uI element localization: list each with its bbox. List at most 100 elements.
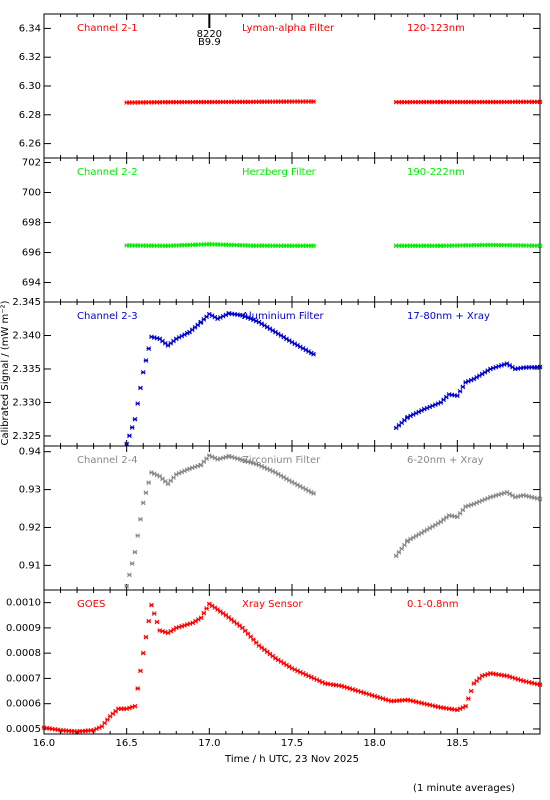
y-tick-label: 0.0008 — [6, 648, 41, 659]
y-tick-label: 2.330 — [12, 397, 41, 408]
data-point — [140, 650, 146, 656]
data-point — [454, 393, 460, 399]
y-tick-label: 6.28 — [19, 110, 41, 121]
data-point — [124, 441, 130, 447]
data-point — [460, 507, 466, 513]
y-tick-label: 0.0005 — [6, 724, 41, 735]
panel-channel: Channel 2-4 — [77, 455, 138, 466]
data-point — [204, 606, 209, 611]
x-tick-label: 18.0 — [364, 738, 386, 749]
annotation-line1: 8220 — [197, 29, 222, 40]
y-tick-label: 702 — [22, 158, 41, 169]
y-tick-label: 0.93 — [19, 485, 41, 496]
data-point — [463, 703, 468, 709]
panels: 6.26 6.28 6.30 6.32 6.34 Channel 2-1 Lyman-alp… — [6, 13, 543, 749]
series — [124, 241, 543, 249]
panel-band: 120-123nm — [407, 23, 465, 34]
y-tick-label: 694 — [22, 278, 41, 289]
y-tick-label: 2.340 — [12, 330, 41, 341]
data-point — [151, 611, 157, 616]
panel-filter: Lyman-alpha Filter — [242, 23, 335, 34]
data-point — [154, 619, 160, 625]
series — [124, 453, 543, 589]
panel-4: 0.91 0.92 0.93 0.94 Channel 2-4 Zirconium Fil… — [19, 445, 543, 591]
data-point — [143, 358, 149, 363]
panel-filter: Zirconium Filter — [242, 455, 321, 466]
x-tick-label: 16.0 — [33, 738, 55, 749]
y-tick-label: 0.0006 — [6, 699, 41, 710]
y-tick-label: 6.32 — [19, 52, 41, 63]
data-point — [402, 542, 407, 548]
data-point — [146, 480, 152, 485]
panel-channel: Channel 2-2 — [77, 167, 138, 178]
y-tick-label: 6.26 — [19, 139, 41, 150]
x-tick-label: 17.0 — [198, 738, 220, 749]
data-point — [129, 561, 135, 566]
panel-band: 17-80nm + Xray — [407, 311, 490, 322]
panel-frame — [43, 301, 541, 447]
data-point — [140, 500, 146, 506]
data-point — [396, 549, 402, 555]
panel-channel: GOES — [77, 599, 105, 610]
data-point — [399, 546, 405, 552]
data-point — [135, 401, 141, 406]
data-point — [460, 384, 466, 390]
panel-band: 190-222nm — [407, 167, 465, 178]
data-point — [143, 490, 149, 496]
data-point — [311, 99, 316, 104]
x-tick-label: 18.5 — [446, 738, 468, 749]
data-point — [140, 369, 146, 375]
data-point — [132, 416, 138, 422]
data-point — [102, 720, 107, 726]
data-point — [132, 703, 138, 709]
data-point — [127, 433, 132, 439]
data-point — [311, 243, 316, 249]
panel-3: 2.325 2.330 2.335 2.340 2.345 Channel 2-3 Alum… — [12, 297, 543, 447]
data-point — [537, 682, 543, 688]
panel-5: 0.0005 0.0006 0.0007 0.0008 0.0009 0.0010 16.0… — [6, 589, 543, 749]
series — [124, 99, 543, 105]
data-point — [537, 243, 543, 249]
panel-1: 6.26 6.28 6.30 6.32 6.34 Channel 2-1 Lyman-alp… — [19, 13, 543, 159]
panel-filter: Xray Sensor — [242, 599, 303, 610]
panel-2: 694 696 698 700 702 Channel 2-2 Herzberg Filte… — [22, 157, 543, 303]
panel-frame — [43, 13, 541, 159]
data-point — [537, 496, 543, 502]
data-point — [138, 516, 143, 522]
y-tick-label: 0.91 — [19, 560, 41, 571]
panel-frame — [43, 589, 541, 735]
x-axis-label: Time / h UTC, 23 Nov 2025 — [224, 754, 359, 765]
data-point — [143, 634, 149, 640]
y-tick-label: 0.0010 — [6, 598, 41, 609]
data-point — [146, 346, 152, 352]
panel-filter: Aluminium Filter — [242, 311, 325, 322]
data-point — [466, 696, 471, 701]
y-axis-label: Calibrated Signal / (mW m⁻²) — [0, 300, 11, 445]
series — [41, 601, 543, 734]
y-tick-label: 6.30 — [19, 81, 41, 92]
data-point — [146, 618, 152, 624]
data-point — [129, 425, 135, 430]
y-tick-label: 0.92 — [19, 522, 41, 533]
data-point — [201, 610, 207, 616]
y-tick-label: 2.345 — [12, 297, 41, 308]
data-point — [99, 724, 105, 729]
data-point — [138, 385, 143, 391]
y-tick-label: 0.94 — [19, 447, 41, 458]
panel-frame — [43, 445, 541, 591]
data-point — [198, 615, 204, 621]
panel-band: 0.1-0.8nm — [407, 599, 459, 610]
data-point — [457, 388, 463, 394]
data-point — [311, 351, 316, 357]
series — [124, 311, 543, 447]
panel-filter: Herzberg Filter — [242, 167, 317, 178]
data-point — [132, 549, 138, 555]
data-point — [454, 514, 460, 520]
data-point — [457, 511, 463, 516]
annotation-line2: B9.9 — [198, 37, 221, 48]
y-tick-label: 2.325 — [12, 431, 41, 442]
data-point — [124, 583, 130, 589]
panel-band: 6-20nm + Xray — [407, 455, 484, 466]
x-tick-label: 16.5 — [116, 738, 138, 749]
